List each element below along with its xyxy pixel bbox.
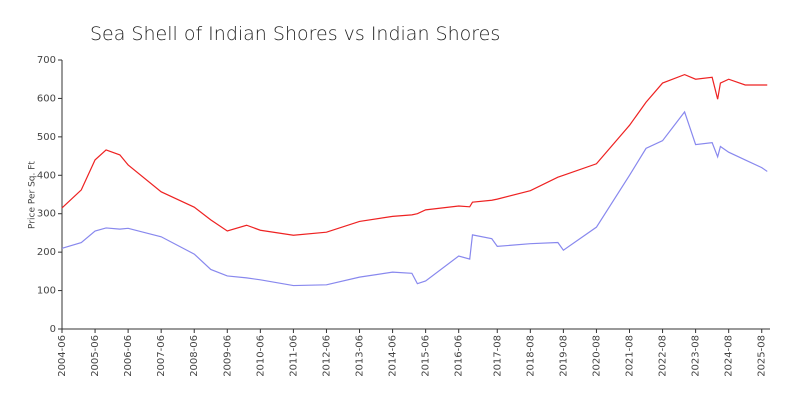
x-tick-label: 2005-06 — [90, 335, 101, 377]
series-line — [61, 110, 768, 287]
x-tick-label: 2013-06 — [355, 335, 366, 377]
y-axis-label: Price Per Sq. Ft — [28, 161, 38, 229]
y-tick-label: 300 — [37, 209, 56, 220]
y-tick-label: 400 — [37, 170, 56, 181]
y-tick-label: 600 — [37, 93, 56, 104]
x-tick-label: 2009-06 — [222, 335, 233, 377]
x-tick-label: 2025-08 — [757, 335, 768, 377]
x-tick-label: 2022-08 — [658, 335, 669, 377]
x-tick-label: 2007-06 — [156, 335, 167, 377]
x-tick-label: 2012-06 — [321, 335, 332, 377]
x-tick-label: 2008-06 — [189, 335, 200, 377]
y-tick-label: 200 — [37, 247, 56, 258]
x-tick-label: 2021-08 — [625, 335, 636, 377]
y-tick-label: 700 — [37, 55, 56, 66]
x-tick-label: 2016-06 — [454, 335, 465, 377]
x-tick-label: 2019-08 — [558, 335, 569, 377]
y-tick-label: 500 — [37, 132, 56, 143]
x-tick-label: 2017-08 — [492, 335, 503, 377]
x-tick-label: 2020-08 — [591, 335, 602, 377]
x-tick-label: 2010-06 — [255, 335, 266, 377]
y-tick-label: 100 — [37, 286, 56, 297]
x-tick-label: 2011-06 — [288, 335, 299, 377]
x-tick-label: 2014-06 — [388, 335, 399, 377]
x-tick-label: 2018-08 — [525, 335, 536, 377]
x-tick-label: 2004-06 — [57, 335, 68, 377]
x-tick-label: 2006-06 — [123, 335, 134, 377]
x-tick-label: 2015-06 — [421, 335, 432, 377]
y-tick-label: 0 — [50, 324, 56, 335]
x-tick-label: 2023-08 — [691, 335, 702, 377]
series-line — [61, 73, 768, 236]
chart-title: Sea Shell of Indian Shores vs Indian Sho… — [90, 23, 500, 45]
x-tick-label: 2024-08 — [724, 335, 735, 377]
